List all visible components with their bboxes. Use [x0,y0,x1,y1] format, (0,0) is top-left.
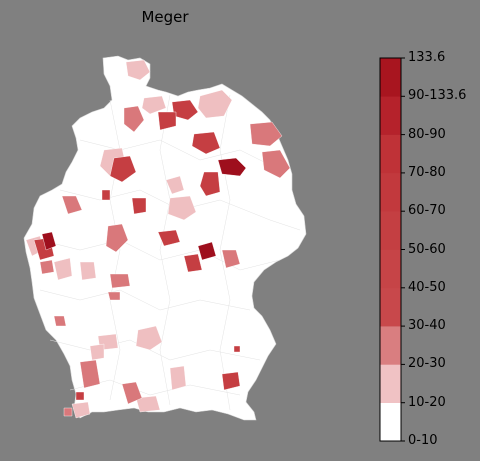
district-light [125,59,151,81]
colorbar-segment [380,134,401,174]
district-mid [61,195,83,215]
district-mid [39,259,55,275]
district-light [169,365,187,391]
colorbar-segment [380,287,401,327]
district-mid [249,121,283,147]
colorbar-segment [380,96,401,135]
colorbar-segment [380,402,401,442]
district-light [53,257,73,281]
district-mid [221,249,241,269]
district-mid [121,381,143,405]
colorbar-tick-label: 133.6 [408,50,446,65]
district-mid [123,105,145,133]
district-strong [183,253,203,273]
district-light [165,175,185,195]
colorbar-segment [380,211,401,250]
district-dark [217,157,247,177]
colorbar-tick-label: 60-70 [408,203,446,219]
district-strong [75,391,85,401]
map-title: Meger [141,8,189,26]
colorbar-tick-label: 0-10 [408,433,438,448]
district-light [89,343,105,361]
district-mid [109,273,131,289]
district-light [197,89,233,119]
district-strong [109,155,137,183]
district-light [71,401,91,419]
colorbar-tick-label: 80-90 [408,126,446,142]
district-strong [221,371,241,391]
district-strong [157,111,177,131]
colorbar-tick-label: 30-40 [408,318,446,334]
district-strong [131,197,147,215]
colorbar-tick-label: 20-30 [408,356,446,372]
colorbar-tick-label: 90-133.6 [408,88,467,104]
colorbar-tick-label: 50-60 [408,241,446,257]
district-light [141,95,167,115]
colorbar-segment [380,364,401,403]
district-strong [233,345,241,353]
district-strong [101,189,111,201]
district-strong [191,131,221,155]
colorbar-tick-label: 70-80 [408,164,446,180]
district-mid [63,407,73,417]
district-light [135,395,161,413]
district-boundaries [39,94,301,411]
district-fills [25,59,291,419]
district-dark [197,241,217,261]
colorbar-tick-label: 40-50 [408,279,446,295]
district-dark [41,231,57,251]
district-light [135,325,163,351]
colorbar-tick-label: 10-20 [408,394,446,410]
district-light [79,261,97,281]
district-mid [53,315,67,327]
district-mid [79,359,101,389]
colorbar-segment [380,249,401,289]
district-mid [261,149,291,179]
colorbar-segment [380,326,401,365]
district-strong [157,229,181,247]
district-mid [105,223,129,253]
district-light [167,195,197,221]
district-mid [107,291,121,301]
colorbar-segment [380,172,401,212]
colorbar-segment [380,58,401,97]
district-strong [199,171,221,197]
